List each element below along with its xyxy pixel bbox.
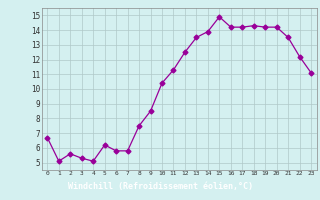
Text: Windchill (Refroidissement éolien,°C): Windchill (Refroidissement éolien,°C) [68, 182, 252, 192]
